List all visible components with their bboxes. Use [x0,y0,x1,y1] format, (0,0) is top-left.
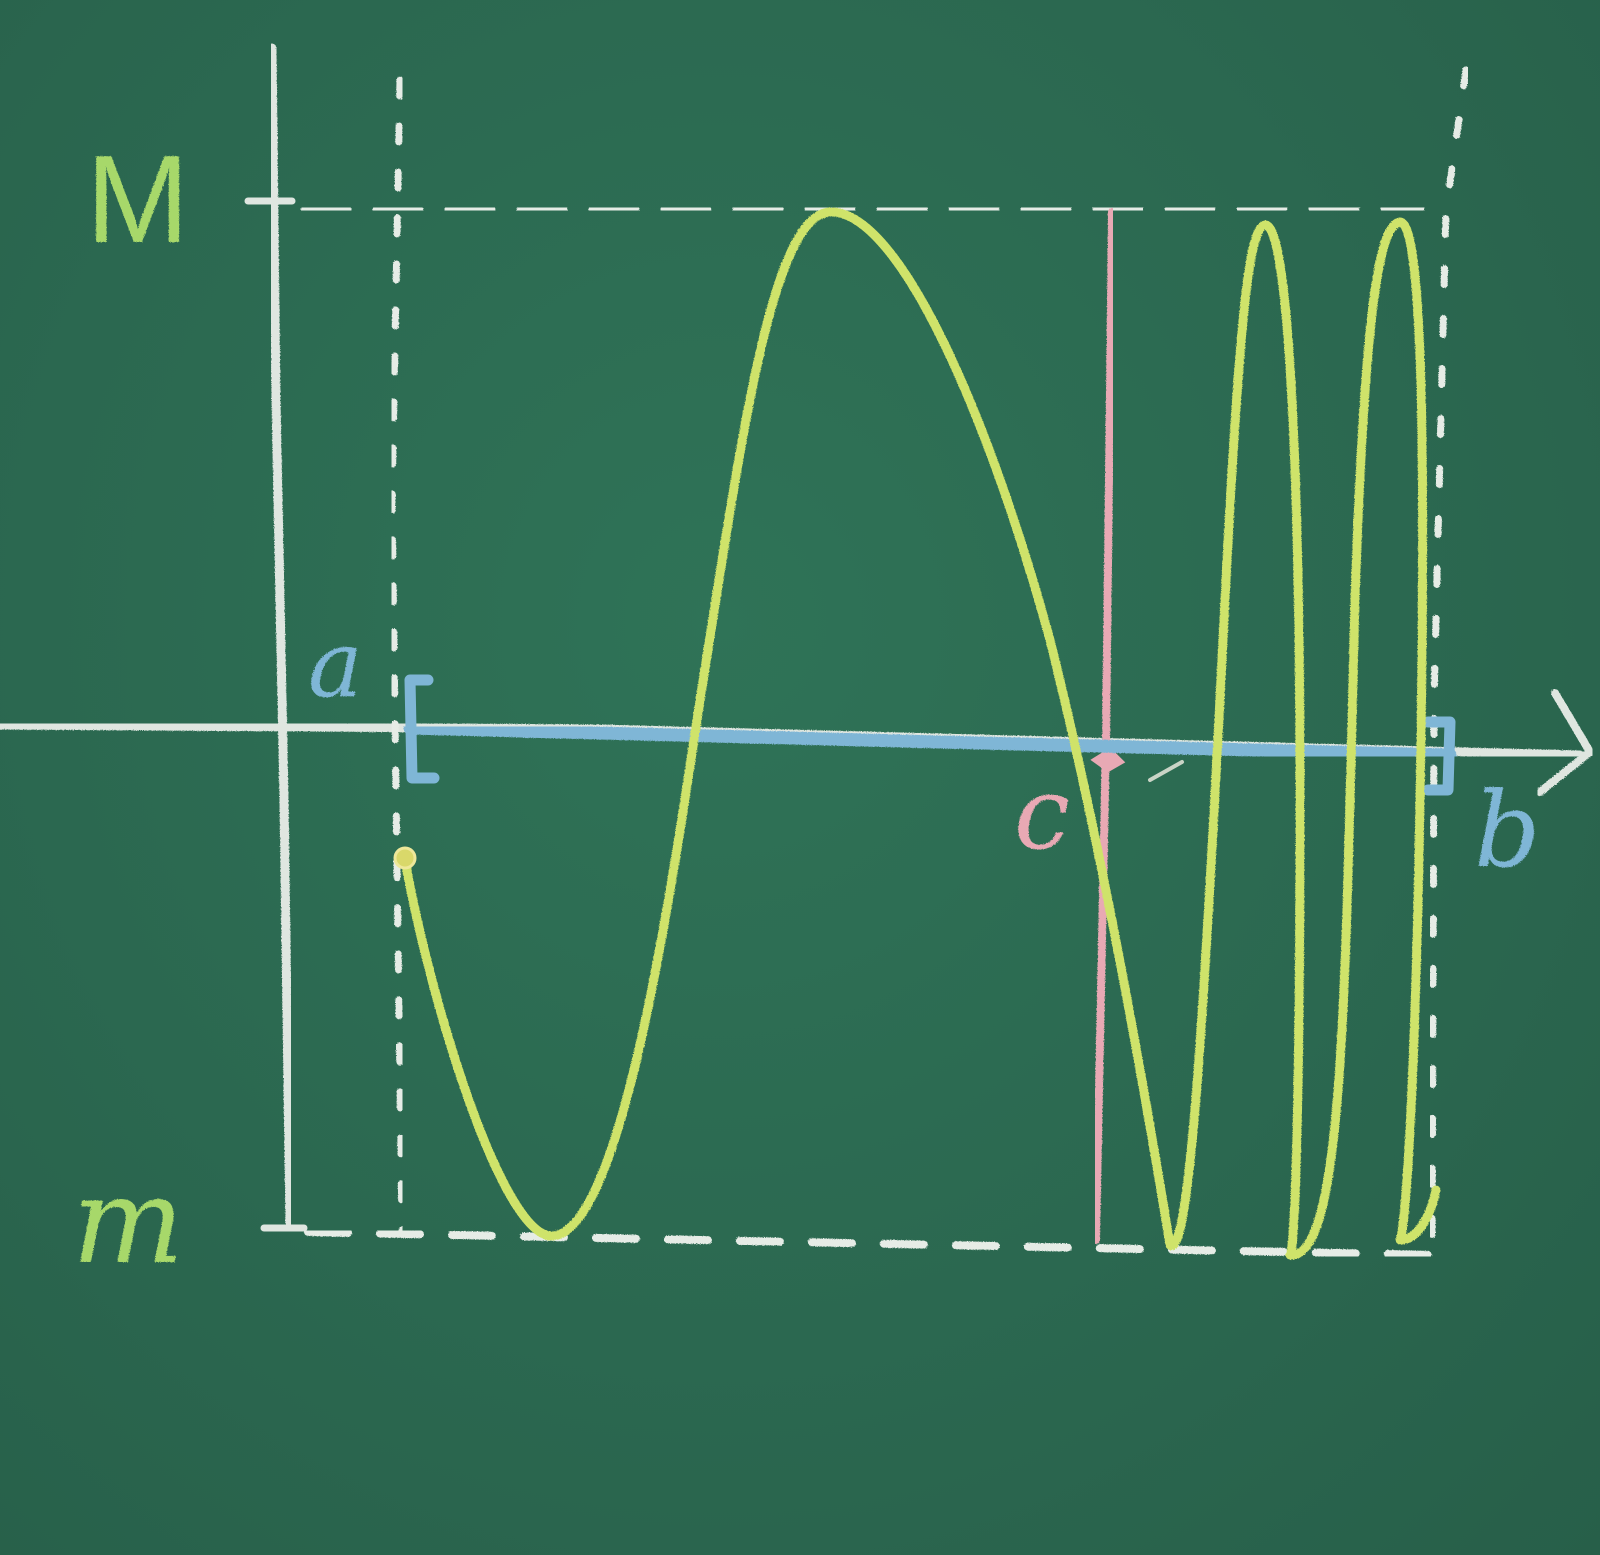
y-axis [267,43,295,1230]
lower-bound-dashed-line [304,1228,1439,1259]
point-c-marker [1090,747,1126,773]
x-axis-arrowhead [1536,689,1594,796]
point-c-vertical-line [1092,208,1116,1244]
interval-start-dashed-line [388,76,406,1234]
function-curve [400,207,1441,1260]
interval-left-bracket [404,674,440,784]
interval-start-label: a [308,611,363,718]
curve-start-point [393,846,417,870]
interval-end-dashed-line [1428,66,1470,1254]
lower-bound-label: m [72,1152,184,1290]
upper-bound-label: M [86,131,189,269]
point-c-pointer [1148,760,1184,782]
interval-segment [403,721,1457,762]
interval-end-label: b [1474,769,1541,891]
point-c-label: c [1014,755,1070,872]
interval-right-bracket [1422,716,1456,796]
upper-bound-dashed-line [300,203,1425,215]
